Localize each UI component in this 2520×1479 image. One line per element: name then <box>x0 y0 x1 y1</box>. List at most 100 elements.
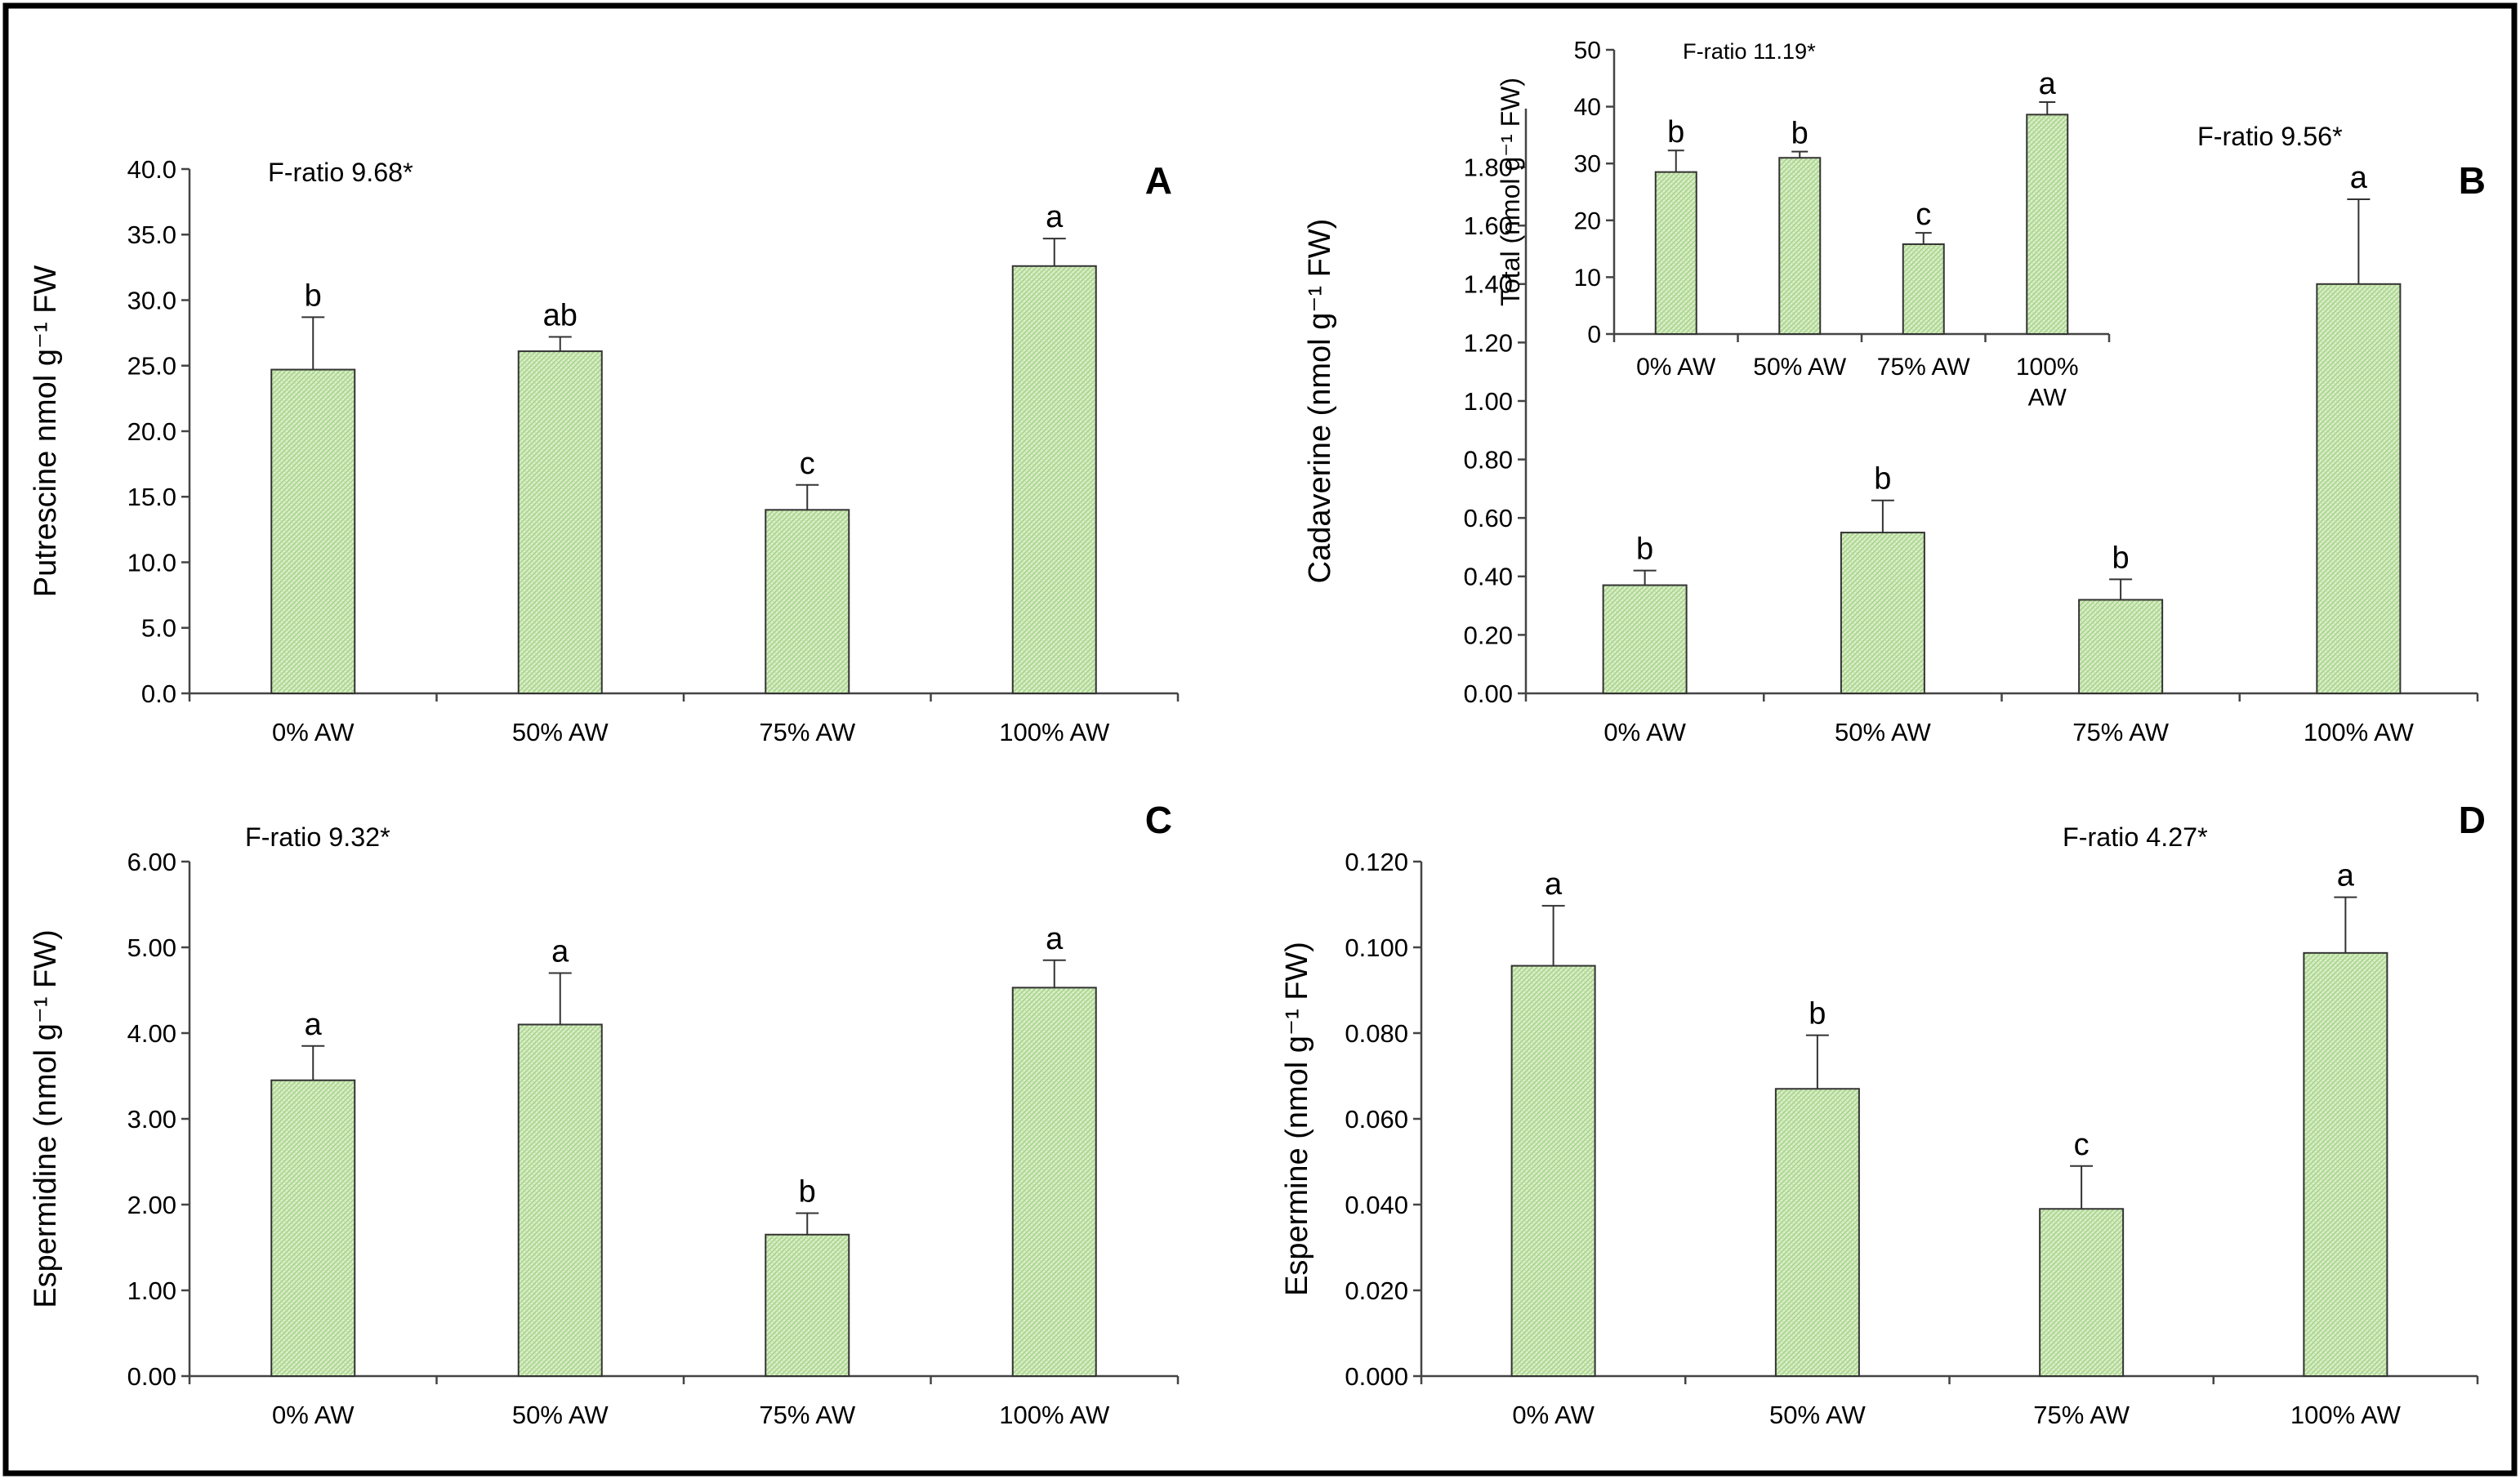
significance-letter: a <box>1046 922 1064 956</box>
bar <box>1602 584 1688 694</box>
y-tick-label: 0.080 <box>1345 1019 1408 1048</box>
panel-label: D <box>2459 799 2486 841</box>
bar <box>1774 1088 1860 1377</box>
category-label: 75% AW <box>759 718 855 746</box>
significance-letter: a <box>1046 200 1064 234</box>
bar <box>765 1233 850 1377</box>
y-tick-label: 0.060 <box>1345 1105 1408 1134</box>
bar <box>1778 157 1822 335</box>
category-label: 0% AW <box>272 1401 355 1429</box>
y-tick-label: 0.00 <box>127 1362 176 1391</box>
f-ratio-label: F-ratio 9.56* <box>2197 122 2343 151</box>
y-tick-label: 1.80 <box>1464 153 1513 181</box>
category-label: 50% AW <box>512 1401 609 1429</box>
significance-letter: b <box>2112 541 2130 575</box>
y-tick-label: 0.0 <box>141 679 176 708</box>
y-tick-label: 0.120 <box>1345 848 1408 876</box>
y-tick-label: 0.020 <box>1345 1276 1408 1305</box>
significance-letter: a <box>2039 67 2057 101</box>
category-label: 100% AW <box>999 718 1110 746</box>
y-tick-label: 0.80 <box>1464 445 1513 474</box>
panel-c: 0.00 1.00 2.00 3.00 4.00 5.00 6.00 a 0% AW a 50% A… <box>29 799 1180 1429</box>
y-tick-label: 20 <box>1574 207 1601 234</box>
bar <box>2303 951 2388 1377</box>
category-label: 0% AW <box>1603 718 1686 746</box>
bar <box>2026 114 2069 335</box>
y-tick-label: 0.100 <box>1345 933 1408 962</box>
y-tick-label: 0 <box>1587 322 1601 349</box>
bar <box>1840 532 1925 694</box>
significance-letter: a <box>2337 859 2355 893</box>
significance-letter: c <box>2074 1128 2090 1162</box>
significance-letter: b <box>1874 462 1891 497</box>
category-label: 100% AW <box>2290 1401 2402 1429</box>
y-axis-label: Espermidine (nmol g⁻¹ FW) <box>29 929 63 1307</box>
f-ratio-label: F-ratio 4.27* <box>2063 822 2208 852</box>
panel-label: B <box>2459 159 2486 202</box>
y-tick-label: 20.0 <box>127 417 176 446</box>
bar <box>2316 283 2402 694</box>
y-tick-label: 0.00 <box>1464 679 1513 708</box>
category-label: 50% AW <box>512 718 609 746</box>
y-tick-label: 1.60 <box>1464 212 1513 240</box>
category-label: 75% AW <box>1877 354 1971 381</box>
significance-letter: c <box>1916 198 1931 232</box>
significance-letter: a <box>1545 867 1563 902</box>
significance-letter: b <box>305 278 322 313</box>
bar <box>765 509 850 694</box>
category-label: 0% AW <box>1512 1401 1595 1429</box>
y-tick-label: 1.20 <box>1464 328 1513 357</box>
category-label: 100% AW <box>2016 354 2079 412</box>
significance-letter: b <box>1667 115 1684 149</box>
y-tick-label: 5.00 <box>127 933 176 962</box>
bar <box>517 350 603 694</box>
y-tick-label: 35.0 <box>127 221 176 249</box>
significance-letter: ab <box>543 298 578 332</box>
y-axis-label: Cadaverine (nmol g⁻¹ FW) <box>1303 219 1337 584</box>
bar <box>1902 243 1945 336</box>
significance-letter: b <box>799 1175 816 1209</box>
y-tick-label: 10.0 <box>127 548 176 577</box>
y-tick-label: 0.20 <box>1464 621 1513 649</box>
panel-b: 0.00 0.20 0.40 0.60 0.80 1.00 1.20 1.40 1.60 1.80… <box>1303 109 2486 746</box>
panel-d: 0.000 0.020 0.040 0.060 0.080 0.100 0.120 a 0% A… <box>1280 799 2486 1429</box>
y-tick-label: 40.0 <box>127 155 176 184</box>
significance-letter: b <box>1791 117 1809 151</box>
y-tick-label: 0.000 <box>1345 1362 1408 1391</box>
significance-letter: b <box>1636 532 1653 567</box>
y-tick-label: 0.40 <box>1464 563 1513 591</box>
y-tick-label: 5.0 <box>141 614 176 643</box>
bar <box>1011 987 1097 1377</box>
bar <box>270 368 356 694</box>
f-ratio-label: F-ratio 9.32* <box>245 822 390 852</box>
bar <box>2078 599 2164 694</box>
y-tick-label: 0.040 <box>1345 1191 1408 1219</box>
y-tick-label: 6.00 <box>127 848 176 876</box>
panel-label: A <box>1145 159 1172 202</box>
f-ratio-label: F-ratio 11.19* <box>1683 38 1816 64</box>
category-label: 50% AW <box>1835 718 1931 746</box>
bar <box>1011 265 1097 694</box>
y-tick-label: 4.00 <box>127 1019 176 1048</box>
inset-b: 0 10 20 30 40 50 b 0% AW b 50% AW c 75% AW a 100% AW To… <box>1496 38 2111 412</box>
f-ratio-label: F-ratio 9.68* <box>268 158 413 187</box>
category-label: 100% AW <box>999 1401 1110 1429</box>
category-label: 100% AW <box>2304 718 2415 746</box>
significance-letter: c <box>800 447 815 481</box>
significance-letter: a <box>2350 161 2368 195</box>
y-tick-label: 10 <box>1574 265 1601 292</box>
y-tick-label: 1.00 <box>127 1276 176 1305</box>
y-tick-label: 2.00 <box>127 1191 176 1219</box>
category-label: 50% AW <box>1769 1401 1866 1429</box>
bar <box>270 1079 356 1377</box>
category-label: 50% AW <box>1753 354 1847 381</box>
significance-letter: a <box>551 935 569 969</box>
y-tick-label: 25.0 <box>127 352 176 381</box>
significance-letter: a <box>305 1008 323 1042</box>
panel-label: C <box>1145 799 1172 841</box>
bar <box>1510 964 1596 1377</box>
category-label: 0% AW <box>272 718 355 746</box>
y-tick-label: 1.40 <box>1464 270 1513 299</box>
y-axis-label: Putrescine nmol g⁻¹ FW <box>29 265 63 598</box>
